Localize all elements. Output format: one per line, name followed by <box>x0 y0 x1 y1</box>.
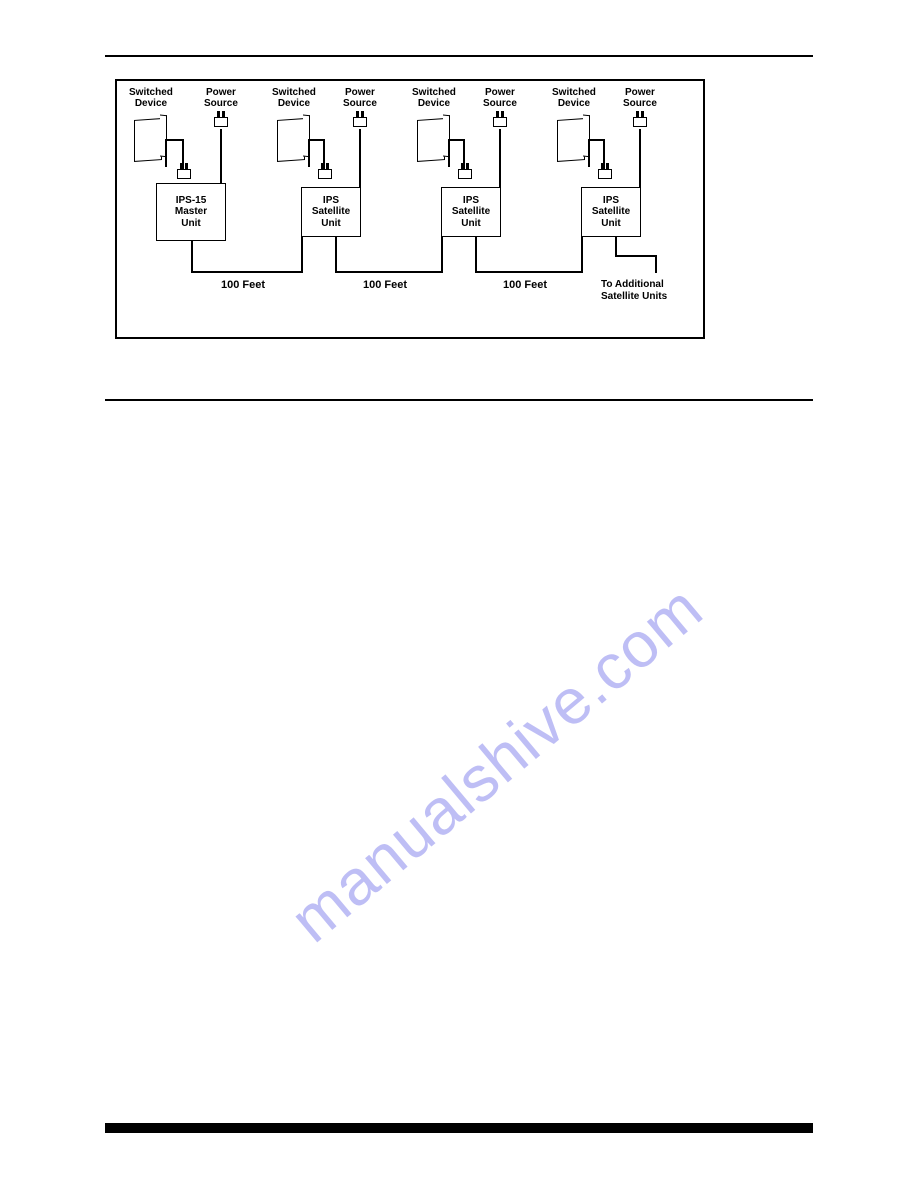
wire <box>359 129 361 187</box>
power-plug-icon <box>633 117 647 127</box>
mid-rule <box>105 399 813 401</box>
switched-device-label: SwitchedDevice <box>412 87 456 109</box>
link-wire <box>615 237 617 255</box>
distance-label: 100 Feet <box>503 279 547 291</box>
ips-satellite-box: IPSSatelliteUnit <box>301 187 361 237</box>
cable-plug-icon <box>458 169 472 179</box>
switched-device-icon <box>277 118 305 162</box>
wire <box>323 139 325 169</box>
wire <box>182 139 184 169</box>
power-source-label: PowerSource <box>204 87 238 109</box>
distance-label: 100 Feet <box>363 279 407 291</box>
ips-satellite-box: IPSSatelliteUnit <box>441 187 501 237</box>
switched-device-label: SwitchedDevice <box>129 87 173 109</box>
wire <box>639 129 641 187</box>
switched-device-icon <box>134 118 162 162</box>
wire <box>308 139 324 141</box>
link-wire <box>335 271 441 273</box>
end-label: To AdditionalSatellite Units <box>601 279 667 302</box>
wire <box>165 139 183 141</box>
wire <box>588 139 590 167</box>
wire <box>603 139 605 169</box>
power-source-label: PowerSource <box>343 87 377 109</box>
power-plug-icon <box>353 117 367 127</box>
link-wire <box>475 271 581 273</box>
link-wire <box>581 237 583 273</box>
link-wire <box>191 241 193 271</box>
link-wire <box>191 271 301 273</box>
switched-device-label: SwitchedDevice <box>552 87 596 109</box>
switched-device-icon <box>557 118 585 162</box>
link-wire <box>475 237 477 271</box>
switched-device-label: SwitchedDevice <box>272 87 316 109</box>
power-plug-icon <box>493 117 507 127</box>
wire <box>588 139 604 141</box>
wire <box>308 139 310 167</box>
cable-plug-icon <box>318 169 332 179</box>
top-rule <box>105 55 813 57</box>
power-source-label: PowerSource <box>483 87 517 109</box>
watermark: manualshive.com <box>276 570 717 956</box>
link-wire <box>335 237 337 271</box>
distance-label: 100 Feet <box>221 279 265 291</box>
page-content: SwitchedDevice PowerSource IPS-15MasterU… <box>105 55 813 401</box>
switched-device-icon <box>417 118 445 162</box>
cable-plug-icon <box>598 169 612 179</box>
wire <box>448 139 450 167</box>
cable-plug-icon <box>177 169 191 179</box>
wire <box>165 139 167 167</box>
wire <box>499 129 501 187</box>
wire <box>220 129 222 183</box>
link-wire <box>615 255 655 257</box>
bottom-rule <box>105 1123 813 1133</box>
power-source-label: PowerSource <box>623 87 657 109</box>
link-wire <box>655 255 657 273</box>
link-wire <box>301 237 303 273</box>
ips-satellite-box: IPSSatelliteUnit <box>581 187 641 237</box>
link-wire <box>441 237 443 273</box>
wire <box>463 139 465 169</box>
ips-master-box: IPS-15MasterUnit <box>156 183 226 241</box>
figure-diagram: SwitchedDevice PowerSource IPS-15MasterU… <box>115 79 705 339</box>
wire <box>448 139 464 141</box>
power-plug-icon <box>214 117 228 127</box>
